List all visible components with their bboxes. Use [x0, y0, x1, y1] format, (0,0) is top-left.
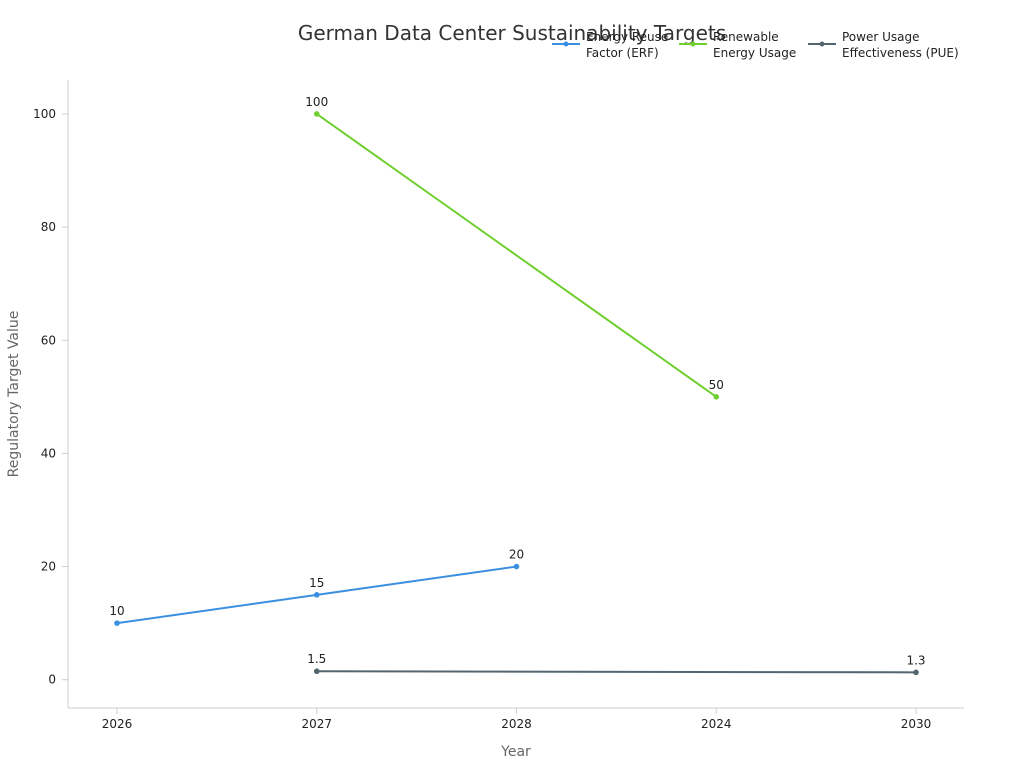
x-tick-label: 2024	[701, 717, 732, 731]
data-point	[513, 563, 520, 570]
x-axis-label: Year	[500, 744, 531, 760]
legend-label-line: Factor (ERF)	[586, 46, 659, 60]
data-label: 50	[709, 378, 724, 392]
chart-title: German Data Center Sustainability Target…	[298, 21, 726, 45]
series-line	[316, 113, 717, 398]
series-2: 1.5 1.3	[307, 652, 926, 676]
series-line	[316, 670, 917, 674]
legend-label: Renewable Energy Usage	[713, 30, 796, 60]
legend-item[interactable]: Renewable Energy Usage	[679, 30, 796, 60]
legend-label: Energy Reuse Factor (ERF)	[586, 30, 668, 60]
legend-label-line: Energy Usage	[713, 46, 796, 60]
y-tick-label: 80	[41, 220, 56, 234]
data-label: 100	[305, 95, 328, 109]
legend-label-line: Effectiveness (PUE)	[842, 46, 959, 60]
data-point	[713, 394, 720, 400]
x-tick-label: 2028	[501, 717, 532, 731]
x-tick-label: 2027	[301, 717, 332, 731]
y-tick-label: 100	[33, 107, 56, 121]
y-tick-label: 40	[41, 446, 56, 460]
data-point	[114, 620, 120, 626]
y-axis-label: Regulatory Target Value	[6, 311, 22, 478]
x-tick-label: 2026	[102, 717, 133, 731]
axes	[67, 80, 964, 709]
legend-label: Power Usage Effectiveness (PUE)	[842, 30, 959, 60]
y-tick-label: 20	[41, 560, 56, 574]
x-ticks: 2026 2027 2028 2024 2030	[102, 708, 932, 731]
legend-item[interactable]: Energy Reuse Factor (ERF)	[552, 30, 668, 60]
data-label: 1.5	[307, 652, 326, 666]
legend-swatch-marker	[819, 41, 825, 47]
x-tick-label: 2030	[901, 717, 932, 731]
y-ticks: 0 20 40 60 80 100	[33, 107, 68, 687]
data-label: 10	[109, 604, 124, 618]
data-point	[313, 668, 320, 675]
data-point	[313, 592, 320, 598]
legend-item[interactable]: Power Usage Effectiveness (PUE)	[808, 30, 959, 60]
data-point	[313, 111, 320, 117]
data-label: 20	[509, 548, 524, 562]
series-layer: 10 15 20 100 50 1.5 1.3	[109, 95, 926, 676]
series-1: 100 50	[305, 95, 724, 400]
legend-label-line: Renewable	[713, 30, 779, 44]
legend-swatch-marker	[563, 41, 569, 47]
legend[interactable]: Energy Reuse Factor (ERF) Renewable Energy …	[552, 30, 959, 60]
legend-label-line: Energy Reuse	[586, 30, 668, 44]
data-point	[913, 669, 919, 676]
series-0: 10 15 20	[109, 548, 524, 626]
y-tick-label: 0	[48, 673, 56, 687]
legend-swatch-marker	[690, 41, 696, 47]
data-label: 1.3	[906, 653, 925, 667]
data-label: 15	[309, 576, 324, 590]
legend-label-line: Power Usage	[842, 30, 919, 44]
y-tick-label: 60	[41, 333, 56, 347]
